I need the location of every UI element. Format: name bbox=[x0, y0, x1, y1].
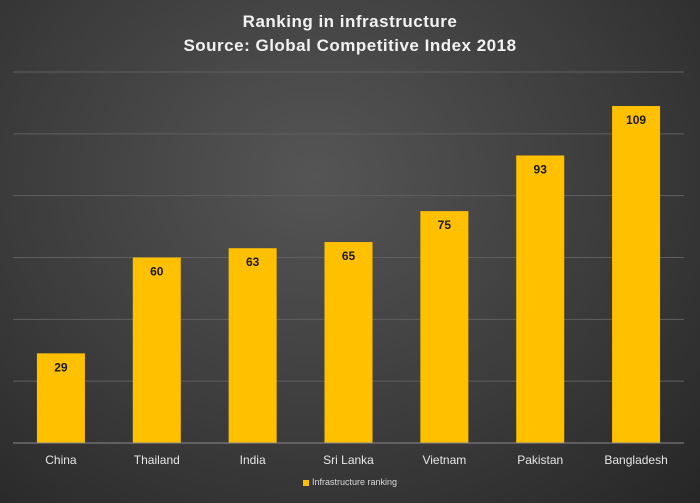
x-tick-label: Pakistan bbox=[517, 453, 563, 467]
data-label: 60 bbox=[150, 265, 164, 279]
bar bbox=[612, 106, 661, 443]
x-tick-label: China bbox=[45, 453, 77, 467]
data-label: 29 bbox=[54, 360, 68, 374]
bar bbox=[324, 242, 373, 443]
x-tick-label: Sri Lanka bbox=[323, 453, 374, 467]
title-line: Ranking in infrastructure bbox=[242, 12, 458, 31]
data-label: 65 bbox=[342, 249, 356, 263]
bar bbox=[228, 248, 277, 443]
data-label: 93 bbox=[534, 162, 548, 176]
x-tick-label: Thailand bbox=[134, 453, 180, 467]
bar bbox=[516, 155, 565, 443]
legend-swatch bbox=[302, 479, 309, 486]
bar bbox=[36, 353, 85, 443]
subtitle-line: Source: Global Competitive Index 2018 bbox=[183, 36, 517, 55]
x-tick-label: India bbox=[240, 453, 266, 467]
bar bbox=[132, 257, 181, 443]
bar bbox=[420, 211, 469, 443]
chart-title: Ranking in infrastructure Source: Global… bbox=[0, 10, 700, 58]
data-label: 75 bbox=[438, 218, 452, 232]
data-label: 109 bbox=[626, 113, 646, 127]
x-tick-label: Vietnam bbox=[422, 453, 466, 467]
x-tick-label: Bangladesh bbox=[604, 453, 667, 467]
legend: Infrastructure ranking bbox=[0, 477, 700, 487]
legend-label: Infrastructure ranking bbox=[311, 477, 398, 487]
data-label: 63 bbox=[246, 255, 260, 269]
